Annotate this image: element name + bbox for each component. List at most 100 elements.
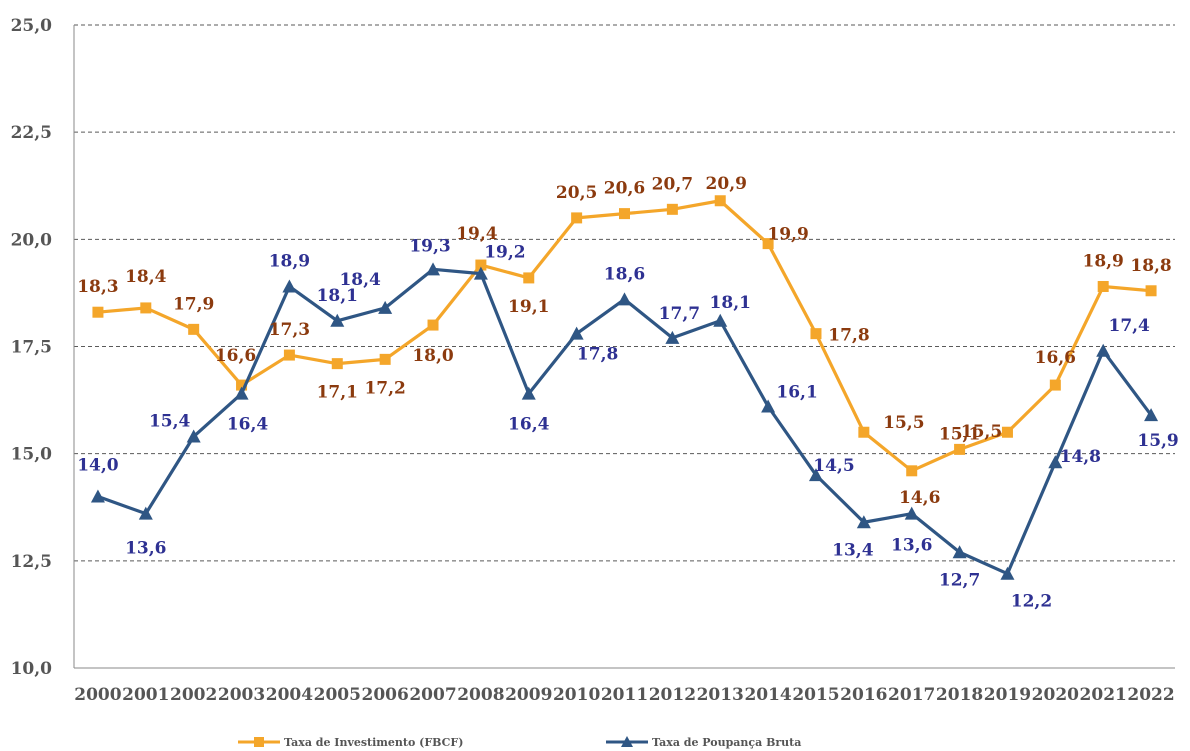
x-tick-labels: 2000 2001 2002 2003 2004 2005 2006 2007 2008 2009… bbox=[74, 685, 1174, 705]
data-label: 14,5 bbox=[813, 456, 854, 476]
x-tick-label: 2007 bbox=[409, 685, 456, 705]
data-point bbox=[521, 386, 536, 400]
data-point bbox=[236, 379, 248, 391]
data-label: 15,5 bbox=[961, 422, 1002, 442]
data-label: 19,9 bbox=[767, 225, 808, 245]
data-label: 20,7 bbox=[652, 174, 693, 194]
data-point bbox=[856, 515, 871, 529]
y-tick-label: 22,5 bbox=[11, 123, 52, 143]
x-tick-label: 2013 bbox=[697, 685, 744, 705]
data-point bbox=[904, 506, 919, 520]
data-label: 17,8 bbox=[577, 345, 618, 365]
data-label: 19,1 bbox=[508, 297, 549, 317]
data-point bbox=[858, 426, 870, 438]
y-tick-label: 20,0 bbox=[11, 230, 53, 250]
data-label: 13,6 bbox=[125, 539, 166, 559]
data-point bbox=[665, 330, 680, 344]
data-label: 18,0 bbox=[412, 346, 454, 366]
data-label: 17,7 bbox=[659, 304, 700, 324]
data-label: 12,7 bbox=[939, 570, 980, 590]
y-tick-label: 17,5 bbox=[11, 338, 52, 358]
data-label: 17,3 bbox=[269, 320, 310, 340]
data-point bbox=[282, 279, 297, 293]
x-tick-label: 2010 bbox=[553, 685, 600, 705]
x-tick-label: 2009 bbox=[505, 685, 552, 705]
data-label: 13,6 bbox=[891, 536, 932, 556]
data-point bbox=[1097, 280, 1109, 292]
legend: Taxa de Investimento (FBCF) Taxa de Poupa… bbox=[238, 736, 801, 749]
data-point bbox=[1000, 566, 1015, 580]
y-tick-label: 25,0 bbox=[11, 16, 53, 36]
legend-label: Taxa de Poupança Bruta bbox=[652, 736, 801, 749]
data-label: 15,5 bbox=[883, 413, 924, 433]
data-point bbox=[331, 358, 343, 370]
data-point bbox=[186, 429, 201, 443]
data-point bbox=[1049, 379, 1061, 391]
x-tick-label: 2017 bbox=[888, 685, 935, 705]
data-point bbox=[283, 349, 295, 361]
x-tick-label: 2018 bbox=[936, 685, 983, 705]
data-point bbox=[1048, 455, 1063, 469]
x-tick-label: 2005 bbox=[314, 685, 361, 705]
data-point bbox=[714, 195, 726, 207]
data-point bbox=[571, 212, 583, 224]
data-label: 19,2 bbox=[484, 243, 525, 263]
data-label: 15,1 bbox=[939, 424, 980, 444]
x-tick-label: 2001 bbox=[122, 685, 169, 705]
data-label: 16,6 bbox=[1035, 348, 1076, 368]
x-tick-label: 2008 bbox=[457, 685, 504, 705]
data-label: 16,6 bbox=[215, 346, 256, 366]
data-label: 20,5 bbox=[556, 183, 597, 203]
data-point bbox=[188, 323, 200, 335]
data-label: 14,8 bbox=[1060, 447, 1101, 467]
data-point bbox=[1145, 285, 1157, 297]
data-point bbox=[426, 262, 441, 276]
data-point bbox=[473, 266, 488, 280]
grid-lines bbox=[74, 24, 1175, 562]
data-label: 16,4 bbox=[508, 415, 550, 435]
data-label: 14,6 bbox=[899, 488, 940, 508]
x-tick-label: 2012 bbox=[649, 685, 696, 705]
data-point bbox=[808, 468, 823, 482]
x-tick-label: 2003 bbox=[218, 685, 265, 705]
data-label: 17,2 bbox=[364, 378, 405, 398]
x-tick-label: 2004 bbox=[266, 685, 313, 705]
data-point bbox=[761, 399, 776, 413]
data-point bbox=[523, 272, 535, 284]
x-tick-label: 2021 bbox=[1080, 685, 1127, 705]
y-tick-labels: 10,0 12,5 15,0 17,5 20,0 22,5 25,0 bbox=[11, 16, 53, 679]
data-point bbox=[569, 326, 584, 340]
data-point bbox=[666, 203, 678, 215]
x-tick-label: 2016 bbox=[840, 685, 887, 705]
data-label: 18,9 bbox=[269, 251, 310, 271]
data-label: 15,4 bbox=[149, 412, 191, 432]
legend-marker bbox=[621, 736, 633, 747]
legend-label: Taxa de Investimento (FBCF) bbox=[284, 736, 463, 749]
data-label: 17,8 bbox=[828, 326, 869, 346]
data-point bbox=[378, 300, 393, 314]
data-label: 18,4 bbox=[339, 270, 381, 290]
legend-marker bbox=[254, 737, 264, 747]
data-label: 18,6 bbox=[604, 264, 645, 284]
data-point bbox=[1144, 408, 1159, 422]
data-point bbox=[379, 353, 391, 365]
data-point bbox=[90, 489, 105, 503]
x-tick-label: 2020 bbox=[1032, 685, 1079, 705]
data-label: 13,4 bbox=[832, 540, 874, 560]
x-tick-label: 2006 bbox=[361, 685, 408, 705]
data-label: 14,0 bbox=[77, 456, 119, 476]
data-point bbox=[92, 306, 104, 318]
data-label: 18,1 bbox=[710, 293, 751, 313]
x-tick-label: 2011 bbox=[601, 685, 648, 705]
data-point bbox=[619, 208, 630, 220]
data-point bbox=[906, 465, 918, 477]
data-point bbox=[762, 238, 774, 250]
data-point bbox=[427, 319, 439, 331]
axes bbox=[73, 25, 1175, 669]
data-point bbox=[234, 386, 249, 400]
x-tick-label: 2015 bbox=[792, 685, 839, 705]
data-label: 16,1 bbox=[776, 383, 817, 403]
x-tick-label: 2000 bbox=[74, 685, 121, 705]
data-point bbox=[1001, 426, 1013, 438]
x-tick-label: 2022 bbox=[1127, 685, 1174, 705]
